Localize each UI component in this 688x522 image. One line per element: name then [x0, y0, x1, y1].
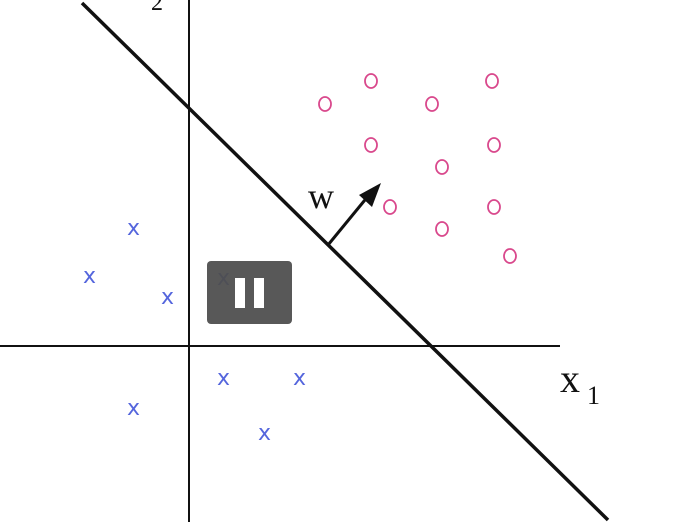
class-x-marker: x [83, 264, 96, 289]
class-x-marker: x [293, 366, 306, 391]
x2-axis-label-subscript: 2 [151, 0, 163, 16]
class-o-marker [503, 248, 517, 264]
class-o-marker [435, 221, 449, 237]
class-o-marker [487, 137, 501, 153]
class-o-marker [487, 199, 501, 215]
class-x-marker: x [127, 396, 140, 421]
x1-axis-label: x [560, 356, 580, 401]
class-x-marker: x [217, 366, 230, 391]
class-x-marker: x [258, 421, 271, 446]
pause-button[interactable] [207, 261, 292, 324]
weight-vector-label: w [308, 176, 334, 216]
class-o-marker [435, 159, 449, 175]
class-o-marker [318, 96, 332, 112]
decision-boundary-line [80, 1, 610, 522]
pause-icon [254, 277, 264, 308]
class-o-marker [485, 73, 499, 89]
class-o-marker [425, 96, 439, 112]
weight-vector-arrowhead [359, 183, 381, 207]
class-x-marker: x [161, 285, 174, 310]
weight-vector-arrow-shaft [326, 194, 371, 246]
x1-axis-label-subscript: 1 [587, 381, 600, 410]
class-x-marker: x [127, 216, 140, 241]
class-o-marker [364, 73, 378, 89]
class-o-marker [364, 137, 378, 153]
class-o-marker [383, 199, 397, 215]
pause-icon [235, 277, 245, 308]
